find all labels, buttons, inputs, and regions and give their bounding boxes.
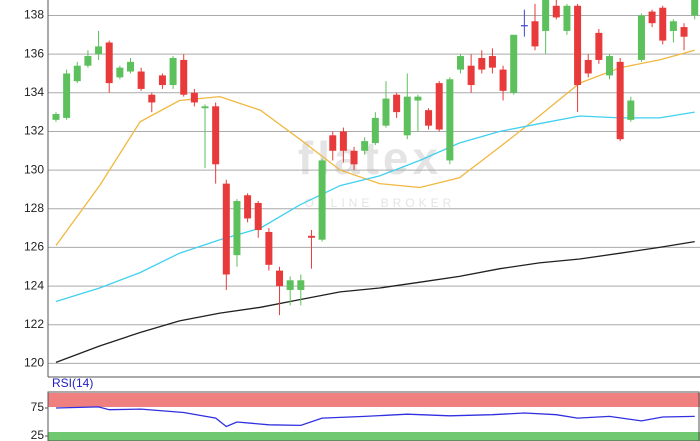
y-tick-label: 130 [24,162,44,176]
candle-body [435,83,443,130]
y-tick-label: 126 [24,240,44,254]
candle-body [595,32,603,60]
overbought-band [48,393,700,407]
candle-body [637,15,645,60]
y-tick-label: 120 [24,356,44,370]
rsi-panel [47,391,700,441]
candle-body [627,100,635,120]
candle-body [201,106,209,109]
oversold-band [48,432,700,441]
candle-body [552,5,560,18]
candle-body [148,94,156,103]
line [55,406,695,428]
watermark-sub: ONLINE BROKER [305,196,456,210]
y-tick-label: 138 [24,8,44,22]
candle-body [456,56,464,70]
candle-body [478,57,486,70]
candle-body [584,59,592,74]
candle-body [318,160,326,240]
candle-body [371,117,379,144]
candle-body [212,106,220,165]
candle-body [510,34,518,93]
candle-body [126,61,134,72]
candle-body [616,61,624,140]
line [55,111,695,303]
y-tick-label: 134 [24,85,44,99]
candle-body [73,65,81,82]
candle-body [137,71,145,89]
candle-body [361,141,369,151]
candle-body [276,270,284,287]
candle-body [382,98,390,126]
candle-body [520,25,528,27]
candle-body [307,235,315,238]
candle-body [680,27,688,37]
candle-body [669,21,677,31]
line [55,240,695,364]
candle-body [350,150,358,165]
candle-body [691,0,699,16]
candle-body [233,201,241,256]
candle-body [329,135,337,151]
candle-body [339,131,347,151]
y-tick-label: 122 [24,317,44,331]
line [55,49,695,246]
candle-body [180,59,188,95]
candle-body [116,67,124,78]
rsi-frame [47,391,700,441]
y-tick-label: 128 [24,201,44,215]
candle-body [244,195,252,219]
y-tick-label: 124 [24,278,44,292]
y-tick-label: 75 [31,400,45,414]
candle-body [297,280,305,290]
candle-body [84,56,92,66]
candle-body [531,21,539,47]
candle-body [542,0,550,31]
candle-body [563,5,571,31]
candle-body [488,56,496,68]
price-panel: flatex ONLINE BROKER [48,0,700,364]
y-tick-label: 136 [24,46,44,60]
candle-body [169,57,177,86]
candle-body [222,183,230,275]
candle-body [105,42,113,84]
candle-body [425,110,433,126]
candle-body [95,46,103,55]
candle-body [446,79,454,161]
candle-body [648,11,656,24]
candle-body [574,5,582,86]
candle-body [254,202,262,231]
y-tick-label: 132 [24,124,44,138]
candle-body [52,114,60,120]
candle-body [414,96,422,101]
candle-body [63,73,71,118]
candle-body [190,92,198,103]
y-tick-label: 25 [31,428,45,441]
candle-body [606,56,614,76]
rsi-title: RSI(14) [52,376,93,390]
candle-body [393,94,401,113]
candle-body [158,75,166,86]
candle-body [403,96,411,136]
candle-body [265,231,273,265]
candle-body [286,280,294,290]
candle-body [659,7,667,41]
candle-body [499,69,507,91]
rsi-line-group [55,406,695,428]
candle-body [467,65,475,86]
